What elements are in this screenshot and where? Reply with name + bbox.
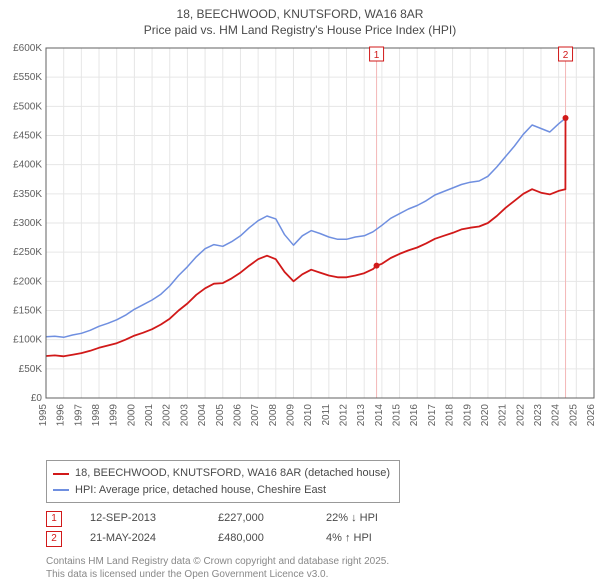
svg-text:2007: 2007 [250, 404, 261, 427]
svg-text:2003: 2003 [179, 404, 190, 427]
title-line2: Price paid vs. HM Land Registry's House … [0, 22, 600, 38]
legend-swatch-hpi [53, 489, 69, 491]
event-marker-2: 2 [46, 531, 62, 547]
svg-text:2005: 2005 [215, 404, 226, 427]
svg-text:£150K: £150K [13, 306, 42, 317]
footer-line2: This data is licensed under the Open Gov… [46, 568, 600, 581]
svg-text:2022: 2022 [515, 404, 526, 427]
events-table: 1 12-SEP-2013 £227,000 22% ↓ HPI 2 21-MA… [46, 509, 600, 549]
svg-text:2011: 2011 [321, 404, 332, 426]
svg-text:2017: 2017 [427, 404, 438, 427]
chart-title: 18, BEECHWOOD, KNUTSFORD, WA16 8AR Price… [0, 0, 600, 38]
svg-text:£200K: £200K [13, 277, 42, 288]
svg-text:2012: 2012 [339, 404, 350, 427]
svg-text:2000: 2000 [126, 404, 137, 427]
svg-text:2013: 2013 [356, 404, 367, 427]
legend-row-subject: 18, BEECHWOOD, KNUTSFORD, WA16 8AR (deta… [53, 465, 393, 482]
svg-text:£300K: £300K [13, 218, 42, 229]
title-line1: 18, BEECHWOOD, KNUTSFORD, WA16 8AR [0, 6, 600, 22]
svg-text:2002: 2002 [162, 404, 173, 427]
chart-area: £0 £50K £100K £150K £200K £250K £300K £350K £400… [0, 38, 600, 458]
svg-text:2016: 2016 [409, 404, 420, 427]
svg-text:1995: 1995 [38, 404, 49, 427]
svg-text:£500K: £500K [13, 102, 42, 113]
legend: 18, BEECHWOOD, KNUTSFORD, WA16 8AR (deta… [46, 460, 400, 503]
svg-text:2014: 2014 [374, 404, 385, 427]
svg-text:2004: 2004 [197, 404, 208, 427]
event-price: £227,000 [218, 509, 298, 529]
svg-text:2024: 2024 [551, 404, 562, 427]
event-date: 21-MAY-2024 [90, 529, 190, 549]
event-delta: 4% ↑ HPI [326, 529, 372, 549]
svg-text:2026: 2026 [586, 404, 597, 427]
svg-text:2019: 2019 [462, 404, 473, 427]
svg-text:£550K: £550K [13, 73, 42, 84]
svg-text:2025: 2025 [568, 404, 579, 427]
svg-text:2008: 2008 [268, 404, 279, 427]
svg-text:2020: 2020 [480, 404, 491, 427]
svg-text:£350K: £350K [13, 189, 42, 200]
footer: Contains HM Land Registry data © Crown c… [46, 555, 600, 581]
svg-text:2015: 2015 [392, 404, 403, 427]
svg-text:1997: 1997 [73, 404, 84, 427]
svg-text:2023: 2023 [533, 404, 544, 427]
legend-label-hpi: HPI: Average price, detached house, Ches… [75, 482, 326, 499]
svg-text:£400K: £400K [13, 160, 42, 171]
svg-text:£450K: £450K [13, 131, 42, 142]
svg-text:1999: 1999 [109, 404, 120, 427]
svg-text:2021: 2021 [498, 404, 509, 427]
event-row: 1 12-SEP-2013 £227,000 22% ↓ HPI [46, 509, 600, 529]
svg-text:£0: £0 [31, 393, 43, 404]
svg-text:1998: 1998 [91, 404, 102, 427]
svg-text:1: 1 [374, 50, 380, 61]
legend-label-subject: 18, BEECHWOOD, KNUTSFORD, WA16 8AR (deta… [75, 465, 390, 482]
svg-text:1996: 1996 [56, 404, 67, 427]
event-row: 2 21-MAY-2024 £480,000 4% ↑ HPI [46, 529, 600, 549]
svg-text:£50K: £50K [19, 364, 43, 375]
legend-swatch-subject [53, 473, 69, 475]
svg-text:£100K: £100K [13, 335, 42, 346]
event-marker-1: 1 [46, 511, 62, 527]
svg-text:2006: 2006 [232, 404, 243, 427]
event-date: 12-SEP-2013 [90, 509, 190, 529]
legend-row-hpi: HPI: Average price, detached house, Ches… [53, 482, 393, 499]
svg-text:2018: 2018 [445, 404, 456, 427]
svg-text:2009: 2009 [285, 404, 296, 427]
event-price: £480,000 [218, 529, 298, 549]
svg-text:2: 2 [563, 50, 569, 61]
footer-line1: Contains HM Land Registry data © Crown c… [46, 555, 600, 568]
svg-text:2001: 2001 [144, 404, 155, 427]
svg-text:£600K: £600K [13, 43, 42, 54]
svg-text:2010: 2010 [303, 404, 314, 427]
svg-text:£250K: £250K [13, 248, 42, 259]
event-delta: 22% ↓ HPI [326, 509, 378, 529]
chart-svg: £0 £50K £100K £150K £200K £250K £300K £350K £400… [0, 38, 600, 458]
